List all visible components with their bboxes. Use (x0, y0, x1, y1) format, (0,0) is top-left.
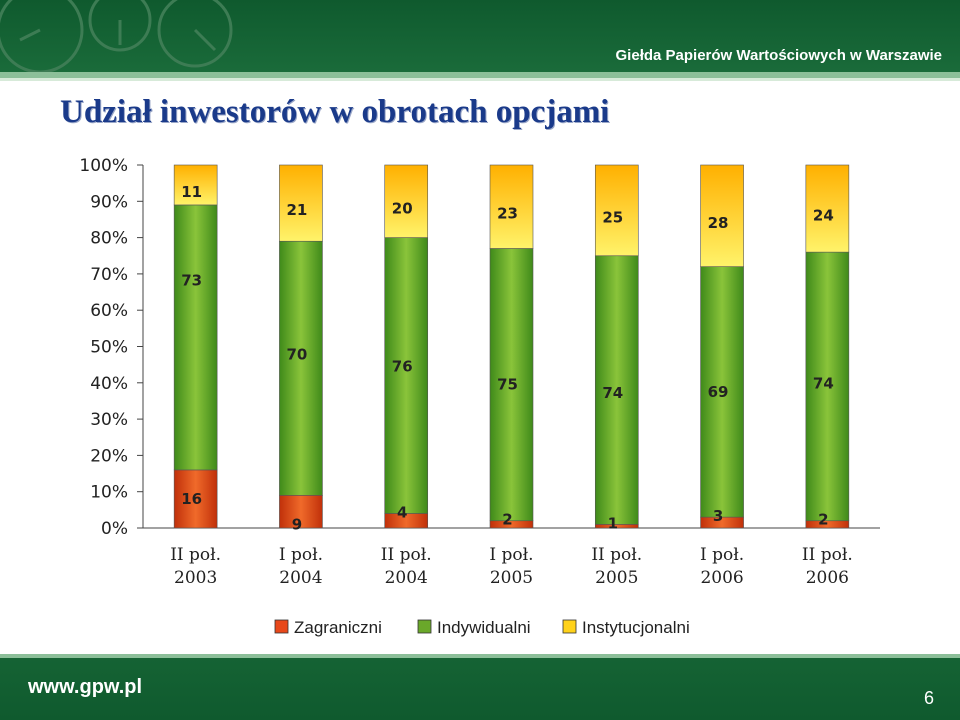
y-tick-label: 50% (90, 338, 128, 358)
data-label-instytucjonalni-0: 11 (181, 183, 202, 201)
bar-indywidualni-6 (805, 251, 850, 522)
x-tick-label: II poł. (170, 545, 221, 565)
data-label-instytucjonalni-1: 21 (286, 201, 307, 219)
header-band: Giełda Papierów Wartościowych w Warszawi… (0, 0, 960, 72)
bar-instytucjonalni-4 (594, 164, 639, 257)
data-label-instytucjonalni-5: 28 (708, 214, 729, 232)
x-tick-label: 2006 (700, 568, 743, 588)
footer-stripe (0, 654, 960, 658)
data-label-zagraniczni-2: 4 (397, 503, 407, 521)
bar-instytucjonalni-1 (279, 164, 323, 242)
data-label-zagraniczni-6: 2 (818, 511, 828, 529)
bar-instytucjonalni-0 (173, 164, 218, 206)
header-stripe-light (0, 78, 960, 81)
legend-swatch-indywidualni (417, 619, 432, 634)
data-label-instytucjonalni-3: 23 (497, 205, 518, 223)
data-label-zagraniczni-1: 9 (292, 515, 302, 533)
bar-instytucjonalni-2 (384, 164, 429, 238)
legend-label-zagraniczni: Zagraniczni (294, 618, 382, 637)
stacked-bar-chart: 0% 10% 20% 30% 40% 50% 60% 70% 80% 90% 100% II poł.… (79, 156, 880, 637)
y-tick-label: 0% (101, 519, 128, 539)
data-label-zagraniczni-4: 1 (608, 514, 618, 532)
y-tick-label: 10% (90, 483, 128, 503)
legend-swatch-instytucjonalni (562, 619, 577, 634)
x-tick-label: I poł. (279, 545, 323, 565)
bar-zagraniczni-1 (279, 495, 323, 529)
data-label-indywidualni-5: 69 (708, 383, 729, 401)
data-label-indywidualni-2: 76 (392, 358, 413, 376)
x-tick-label: 2005 (490, 568, 533, 588)
y-tick-label: 30% (90, 410, 128, 430)
data-label-instytucjonalni-2: 20 (392, 199, 413, 217)
legend-label-instytucjonalni: Instytucjonalni (582, 618, 690, 637)
data-label-indywidualni-1: 70 (286, 345, 307, 363)
y-tick-label: 100% (79, 156, 128, 176)
y-tick-label: 80% (90, 229, 128, 249)
footer-band (0, 658, 960, 720)
data-label-indywidualni-6: 74 (813, 374, 834, 392)
bar-indywidualni-4 (594, 255, 639, 525)
data-label-indywidualni-3: 75 (497, 376, 518, 394)
bar-indywidualni-5 (700, 266, 744, 518)
bar-instytucjonalni-3 (489, 164, 534, 249)
data-label-zagraniczni-0: 16 (181, 490, 202, 508)
data-label-indywidualni-4: 74 (602, 384, 623, 402)
bar-indywidualni-2 (384, 237, 429, 514)
header-stripe (0, 72, 960, 78)
legend-label-indywidualni: Indywidualni (437, 618, 531, 637)
bar-indywidualni-1 (279, 240, 323, 496)
x-tick-label: 2004 (279, 568, 322, 588)
x-tick-label: II poł. (381, 545, 432, 565)
y-tick-label: 60% (90, 301, 128, 321)
y-tick-label: 90% (90, 192, 128, 212)
x-tick-label: II poł. (802, 545, 853, 565)
page-number: 6 (923, 688, 934, 708)
website-link[interactable]: www.gpw.pl (28, 676, 143, 698)
x-tick-label: 2003 (174, 568, 217, 588)
y-tick-label: 70% (90, 265, 128, 285)
bar-instytucjonalni-6 (805, 164, 850, 253)
bar-indywidualni-0 (173, 204, 218, 471)
data-label-instytucjonalni-6: 24 (813, 207, 834, 225)
data-label-zagraniczni-5: 3 (713, 507, 723, 525)
bar-instytucjonalni-5 (700, 164, 744, 267)
y-tick-label: 40% (90, 374, 128, 394)
page-title: Udział inwestorów w obrotach opcjami (60, 94, 610, 130)
y-tick-label: 20% (90, 446, 128, 466)
x-tick-label: I poł. (489, 545, 533, 565)
clock-pattern-icon (0, 0, 233, 72)
x-tick-label: 2005 (595, 568, 638, 588)
x-tick-label: 2004 (385, 568, 428, 588)
legend-swatch-zagraniczni (274, 619, 289, 634)
bar-indywidualni-3 (489, 248, 534, 522)
organization-name: Giełda Papierów Wartościowych w Warszawi… (615, 47, 942, 64)
x-tick-label: II poł. (591, 545, 642, 565)
data-label-zagraniczni-3: 2 (502, 511, 512, 529)
data-label-instytucjonalni-4: 25 (602, 208, 623, 226)
data-label-indywidualni-0: 73 (181, 271, 202, 289)
x-tick-label: 2006 (806, 568, 849, 588)
x-tick-label: I poł. (700, 545, 744, 565)
